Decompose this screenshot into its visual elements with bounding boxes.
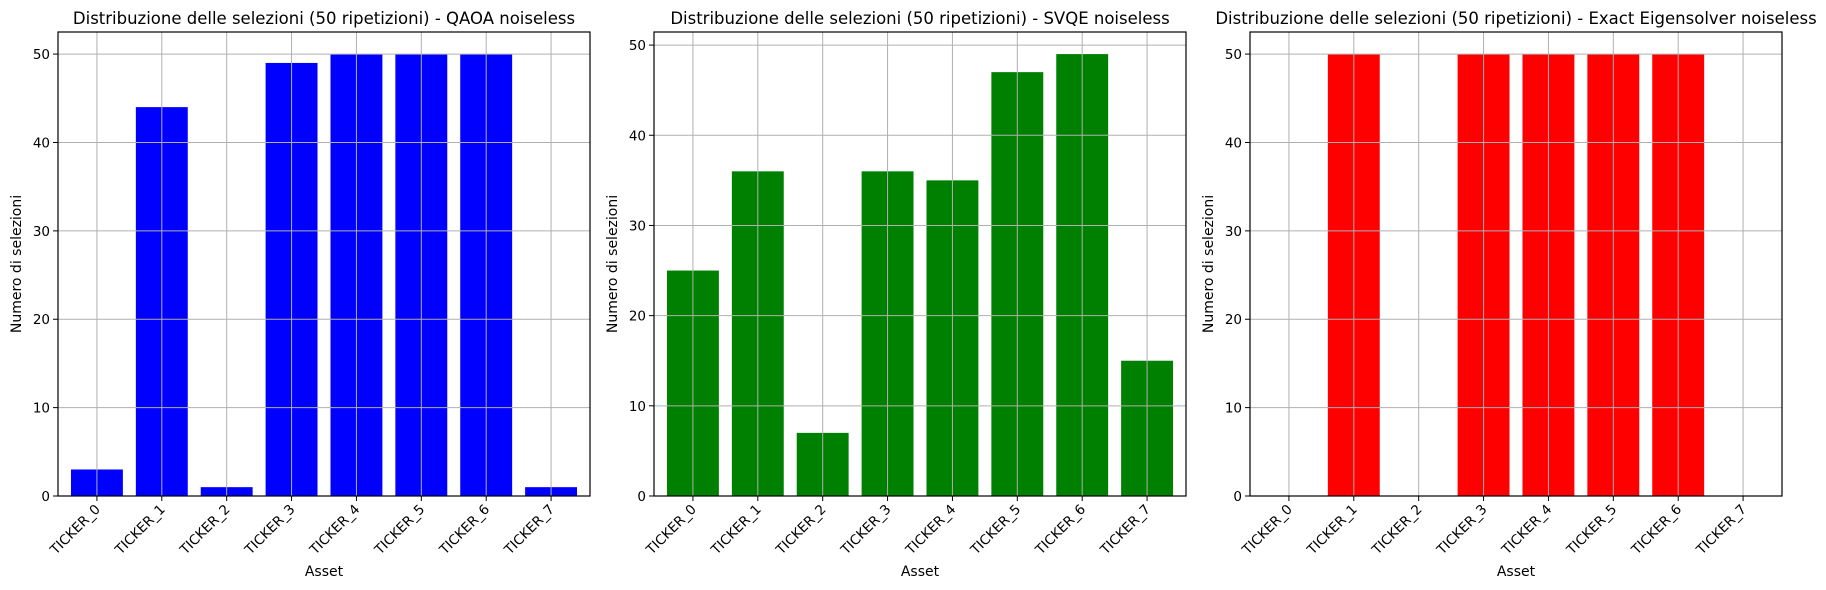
x-tick-label: TICKER_1 <box>112 502 169 559</box>
x-tick-label: TICKER_1 <box>708 502 765 559</box>
y-tick-label: 20 <box>629 309 646 325</box>
x-tick-label: TICKER_6 <box>1628 502 1685 559</box>
x-tick-label: TICKER_3 <box>837 502 894 559</box>
x-tick-label: TICKER_4 <box>306 502 363 559</box>
bars <box>1327 54 1705 496</box>
y-axis-label: Numero di selezioni <box>9 195 25 333</box>
gridlines <box>58 32 590 497</box>
y-tick-label: 10 <box>629 399 646 415</box>
x-tick-label: TICKER_5 <box>371 502 428 559</box>
plot-frame <box>1249 31 1783 497</box>
y-tick-label: 20 <box>1225 312 1242 328</box>
x-tick-label: TICKER_0 <box>1239 502 1296 559</box>
y-tick-label: 40 <box>1225 135 1242 151</box>
chart-title: Distribuzione delle selezioni (50 ripeti… <box>670 9 1169 28</box>
x-tick-label: TICKER_3 <box>241 502 298 559</box>
x-tick-label: TICKER_2 <box>176 502 233 559</box>
y-axis-label: Numero di selezioni <box>605 195 621 333</box>
bars <box>70 54 578 496</box>
x-tick-label: TICKER_2 <box>1368 502 1425 559</box>
x-tick-label: TICKER_7 <box>1693 502 1750 559</box>
x-tick-label: TICKER_0 <box>47 502 104 559</box>
plot-frame <box>57 31 591 497</box>
y-tick-label: 50 <box>1225 47 1242 63</box>
y-tick-label: 20 <box>33 312 50 328</box>
y-tick-label: 30 <box>33 224 50 240</box>
x-tick-label: TICKER_7 <box>501 502 558 559</box>
x-tick-label: TICKER_7 <box>1097 502 1154 559</box>
x-axis-label: Asset <box>1497 564 1536 580</box>
x-tick-label: TICKER_1 <box>1304 502 1361 559</box>
x-tick-label: TICKER_3 <box>1433 502 1490 559</box>
bars <box>666 54 1174 497</box>
y-tick-label: 40 <box>629 128 646 144</box>
y-tick-label: 40 <box>33 135 50 151</box>
y-tick-label: 50 <box>33 47 50 63</box>
x-tick-label: TICKER_5 <box>967 502 1024 559</box>
x-tick-label: TICKER_6 <box>1032 502 1089 559</box>
x-tick-label: TICKER_2 <box>772 502 829 559</box>
chart-title: Distribuzione delle selezioni (50 ripeti… <box>73 9 575 28</box>
y-tick-label: 0 <box>1233 489 1242 505</box>
x-axis-label: Asset <box>305 564 344 580</box>
y-tick-label: 50 <box>629 38 646 54</box>
y-tick-label: 0 <box>637 489 646 505</box>
x-axis-label: Asset <box>901 564 940 580</box>
chart-title: Distribuzione delle selezioni (50 ripeti… <box>1215 9 1816 28</box>
gridlines <box>654 32 1186 497</box>
y-tick-label: 10 <box>33 401 50 417</box>
x-tick-label: TICKER_4 <box>902 502 959 559</box>
x-tick-label: TICKER_4 <box>1498 502 1555 559</box>
y-axis-label: Numero di selezioni <box>1201 195 1217 333</box>
x-tick-label: TICKER_6 <box>436 502 493 559</box>
plot-frame <box>653 31 1187 497</box>
y-tick-label: 30 <box>629 218 646 234</box>
y-tick-label: 0 <box>41 489 50 505</box>
x-tick-label: TICKER_5 <box>1563 502 1620 559</box>
y-tick-label: 10 <box>1225 401 1242 417</box>
y-tick-label: 30 <box>1225 224 1242 240</box>
x-tick-label: TICKER_0 <box>643 502 700 559</box>
